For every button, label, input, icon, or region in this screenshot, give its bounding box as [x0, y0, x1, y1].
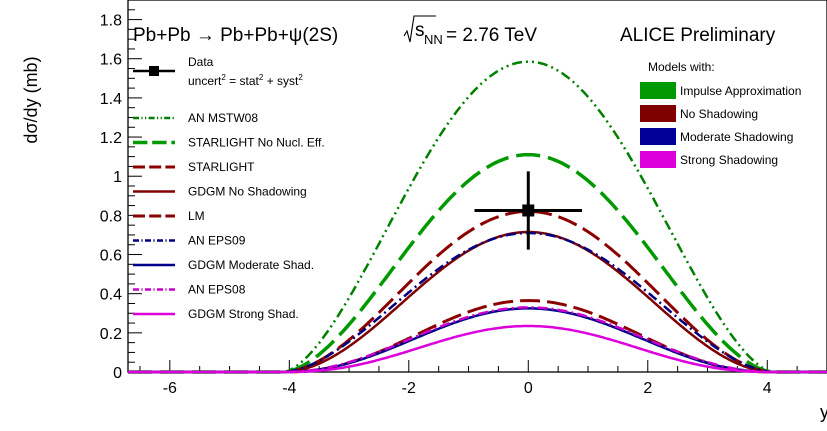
- energy-subscript: NN: [424, 32, 443, 47]
- curve-an-eps08: [128, 306, 827, 374]
- legend-line-label: STARLIGHT: [188, 160, 255, 174]
- chart-title: Pb+Pb → Pb+Pb+ψ(2S): [133, 25, 338, 46]
- data-point-group: [474, 171, 583, 250]
- y-tick-label: 0: [113, 365, 122, 382]
- legend-line-label: AN MSTW08: [188, 111, 258, 125]
- y-tick-label: 1.6: [100, 52, 122, 69]
- curve-an-eps09: [128, 231, 827, 374]
- y-tick-label: 0.2: [100, 326, 122, 343]
- experiment-label: ALICE Preliminary: [620, 25, 776, 46]
- curve-gdgm-no-shadowing: [128, 230, 827, 374]
- data-legend-entry: Data uncert2 = stat2 + syst2: [133, 55, 303, 88]
- y-tick-label: 1.2: [100, 130, 122, 147]
- line-legend: AN MSTW08 STARLIGHT No Nucl. Eff. STARLIGH…: [133, 111, 325, 321]
- y-tick-label: 1: [113, 169, 122, 186]
- y-tick-label: 0.6: [100, 248, 122, 265]
- uncert-legend-label: uncert2 = stat2 + syst2: [188, 73, 303, 88]
- curve-starlight-no-nucl-eff-: [128, 152, 827, 374]
- x-axis: -6 -4 -2 0 2 4: [139, 360, 827, 397]
- y-axis: 0 0.2 0.4 0.6 0.8 1 1.2 1.4 1.6 1.8: [100, 9, 142, 382]
- x-tick-label: 0: [524, 380, 533, 397]
- x-tick-label: 2: [643, 380, 652, 397]
- models-legend-label: No Shadowing: [680, 107, 758, 121]
- models-legend-swatch: [640, 128, 676, 145]
- energy-label: s NN = 2.76 TeV: [403, 15, 537, 47]
- models-legend-title: Models with:: [648, 60, 715, 74]
- legend-line-label: GDGM Moderate Shad.: [188, 258, 314, 272]
- models-legend-swatch: [640, 105, 676, 122]
- y-tick-label: 1.8: [100, 13, 122, 30]
- models-legend-label: Moderate Shadowing: [680, 130, 793, 144]
- models-legend-swatch: [640, 151, 676, 168]
- legend-line-label: STARLIGHT No Nucl. Eff.: [188, 136, 325, 150]
- x-axis-label: y: [820, 402, 827, 422]
- y-tick-label: 1.4: [100, 91, 122, 108]
- models-legend-label: Impulse Approximation: [680, 84, 801, 98]
- curve-gdgm-strong-shad-: [128, 324, 827, 374]
- x-tick-label: 4: [763, 380, 772, 397]
- energy-sqrt-symbol: s: [415, 20, 425, 41]
- energy-value: = 2.76 TeV: [446, 25, 537, 46]
- legend-line-label: AN EPS08: [188, 283, 246, 297]
- y-tick-label: 0.8: [100, 208, 122, 225]
- legend-line-label: LM: [188, 209, 205, 223]
- models-legend-label: Strong Shadowing: [680, 153, 778, 167]
- legend-line-label: GDGM No Shadowing: [188, 185, 307, 199]
- models-legend-swatch: [640, 82, 676, 99]
- models-legend: Models with: Impulse Approximation No Sha…: [640, 60, 801, 168]
- x-tick-label: -2: [402, 380, 416, 397]
- curve-starlight: [128, 210, 827, 374]
- data-point-marker: [522, 204, 535, 217]
- y-axis-label: dσ/dy (mb): [21, 56, 41, 143]
- y-tick-label: 0.4: [100, 287, 122, 304]
- curve-an-mstw08: [128, 60, 827, 374]
- x-tick-label: -4: [282, 380, 296, 397]
- x-tick-label: -6: [163, 380, 177, 397]
- legend-line-label: GDGM Strong Shad.: [188, 307, 299, 321]
- data-legend-label: Data: [188, 55, 214, 69]
- legend-line-label: AN EPS09: [188, 234, 246, 248]
